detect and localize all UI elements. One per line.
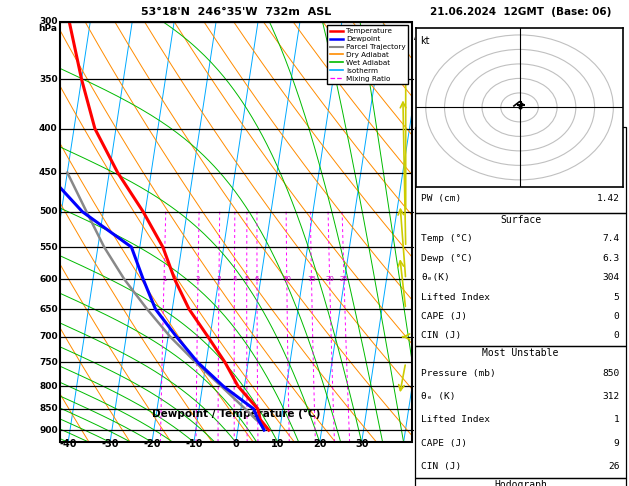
Text: 20: 20 (325, 277, 334, 282)
Text: Dewp (°C): Dewp (°C) (421, 254, 473, 263)
Text: 0: 0 (233, 438, 239, 449)
Text: 304: 304 (603, 273, 620, 282)
Text: CAPE (J): CAPE (J) (421, 438, 467, 448)
Text: 2: 2 (414, 382, 420, 391)
Bar (415, 346, 626, 478)
Text: Most Unstable: Most Unstable (482, 347, 559, 358)
Bar (415, 478, 626, 486)
Text: 26: 26 (608, 462, 620, 471)
Text: K: K (421, 137, 427, 146)
Bar (415, 127, 626, 213)
Text: -20: -20 (143, 438, 161, 449)
Text: 53°18'N  246°35'W  732m  ASL: 53°18'N 246°35'W 732m ASL (141, 7, 331, 17)
Text: 5: 5 (414, 243, 420, 252)
Text: 800: 800 (39, 382, 58, 391)
Text: 4: 4 (414, 275, 420, 284)
Text: 0: 0 (614, 331, 620, 340)
Text: 650: 650 (39, 305, 58, 313)
Text: 6: 6 (414, 207, 420, 216)
Text: 1: 1 (414, 426, 420, 434)
Text: 300: 300 (39, 17, 58, 26)
Text: Temp (°C): Temp (°C) (421, 234, 473, 243)
Text: Lifted Index: Lifted Index (421, 293, 491, 301)
Text: 1: 1 (162, 277, 166, 282)
Text: 3: 3 (217, 277, 221, 282)
Text: 20: 20 (313, 438, 326, 449)
Text: 312: 312 (603, 392, 620, 401)
Text: 3: 3 (414, 332, 420, 341)
Text: θₑ (K): θₑ (K) (421, 392, 456, 401)
Text: 7: 7 (414, 124, 420, 133)
Text: Dewpoint / Temperature (°C): Dewpoint / Temperature (°C) (152, 409, 320, 419)
Text: 28: 28 (608, 137, 620, 146)
Text: 53: 53 (608, 166, 620, 174)
Text: -30: -30 (101, 438, 119, 449)
Text: CIN (J): CIN (J) (421, 462, 462, 471)
Text: 600: 600 (39, 275, 58, 284)
Text: 10: 10 (271, 438, 284, 449)
Text: 400: 400 (39, 124, 58, 133)
Text: Pressure (mb): Pressure (mb) (421, 369, 496, 378)
Text: Hodograph: Hodograph (494, 480, 547, 486)
Text: hPa: hPa (38, 24, 58, 33)
Text: 350: 350 (39, 75, 58, 84)
Text: kt: kt (421, 35, 430, 46)
Text: Totals Totals: Totals Totals (421, 166, 496, 174)
Text: 7.4: 7.4 (603, 234, 620, 243)
Text: θₑ(K): θₑ(K) (421, 273, 450, 282)
Text: 750: 750 (39, 358, 58, 367)
Text: 9: 9 (614, 438, 620, 448)
Text: 550: 550 (39, 243, 58, 252)
Bar (415, 213, 626, 346)
Text: 4: 4 (232, 277, 237, 282)
Text: 700: 700 (39, 332, 58, 341)
Text: 25: 25 (340, 277, 348, 282)
Text: km
ASL: km ASL (414, 24, 430, 42)
Text: 1: 1 (614, 415, 620, 424)
Text: 2: 2 (196, 277, 200, 282)
Text: LCL: LCL (414, 426, 428, 434)
Text: 900: 900 (39, 426, 58, 434)
Text: CAPE (J): CAPE (J) (421, 312, 467, 321)
Text: 21.06.2024  12GMT  (Base: 06): 21.06.2024 12GMT (Base: 06) (430, 7, 611, 17)
Text: 850: 850 (39, 404, 58, 413)
Text: PW (cm): PW (cm) (421, 194, 462, 203)
Text: Mixing Ratio (g/kg): Mixing Ratio (g/kg) (431, 187, 440, 278)
Text: 450: 450 (39, 168, 58, 177)
Text: 6: 6 (255, 277, 259, 282)
Text: 30: 30 (355, 438, 369, 449)
Text: CIN (J): CIN (J) (421, 331, 462, 340)
Text: 15: 15 (307, 277, 316, 282)
Text: Lifted Index: Lifted Index (421, 415, 491, 424)
Text: 5: 5 (245, 277, 249, 282)
Text: 850: 850 (603, 369, 620, 378)
Text: Surface: Surface (500, 215, 541, 225)
Text: 0: 0 (614, 312, 620, 321)
Text: 1.42: 1.42 (596, 194, 620, 203)
Text: 6.3: 6.3 (603, 254, 620, 263)
Legend: Temperature, Dewpoint, Parcel Trajectory, Dry Adiabat, Wet Adiabat, Isotherm, Mi: Temperature, Dewpoint, Parcel Trajectory… (327, 25, 408, 85)
Text: 10: 10 (282, 277, 291, 282)
Text: 8: 8 (414, 75, 420, 84)
Text: 5: 5 (614, 293, 620, 301)
Text: -10: -10 (185, 438, 203, 449)
Text: 500: 500 (39, 207, 58, 216)
Text: -40: -40 (59, 438, 77, 449)
